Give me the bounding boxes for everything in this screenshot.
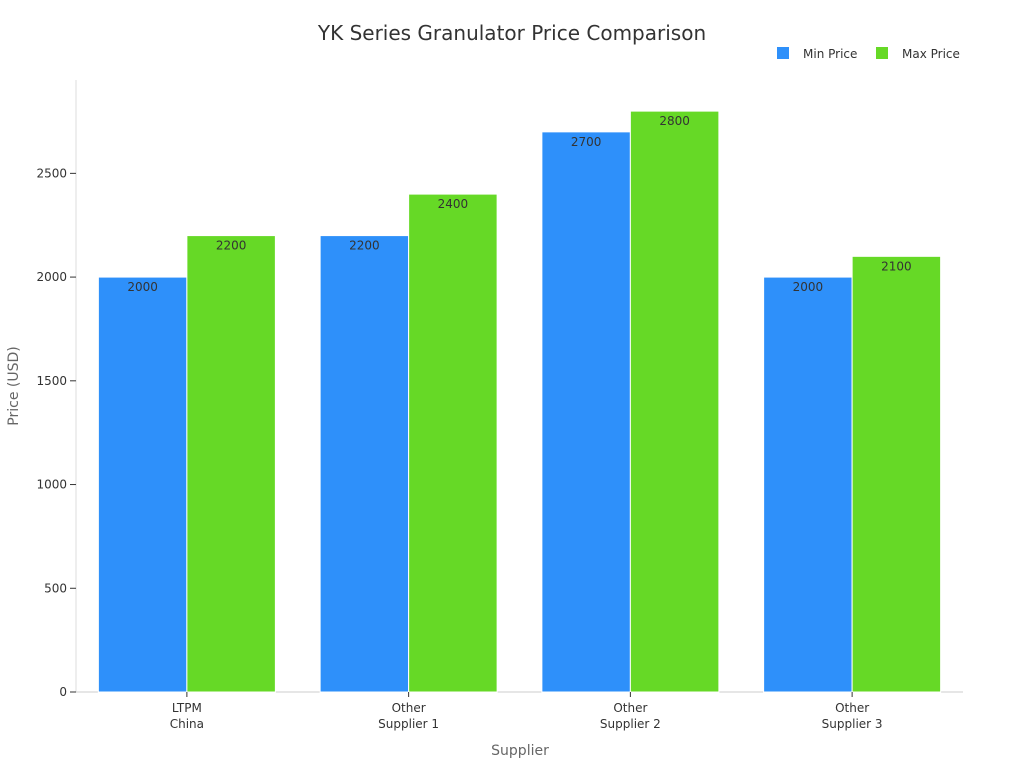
y-tick-label: 2500 [36,166,67,180]
y-ticks: 0 500 1000 1500 2000 2500 [36,166,76,699]
data-label: 2800 [659,114,690,128]
chart-title: YK Series Granulator Price Comparison [317,21,706,45]
data-label: 2000 [127,280,158,294]
legend-label: Max Price [902,47,960,61]
bar-max-price [408,193,498,693]
legend-swatch-max-price [876,47,888,59]
x-tick-label: China [170,717,204,731]
x-tick-label: Supplier 3 [822,717,883,731]
bar-min-price [97,276,188,693]
data-label: 2200 [349,239,380,253]
bars [97,110,942,693]
y-axis-title: Price (USD) [6,346,22,425]
data-label: 2000 [793,280,824,294]
y-tick-label: 1000 [36,478,67,492]
y-tick-label: 1500 [36,374,67,388]
x-tick-label: Supplier 1 [378,717,439,731]
legend: Min Price Max Price [777,47,960,61]
x-tick-label: Other [835,701,869,715]
x-axis-title: Supplier [491,743,549,759]
bar-min-price [541,131,631,693]
x-tick-label: LTPM [172,701,202,715]
bar-min-price [319,235,410,693]
y-tick-label: 0 [59,685,67,699]
data-label: 2200 [216,239,247,253]
data-labels: 2000 2200 2700 2000 2200 2400 2800 2100 [127,114,911,294]
legend-swatch-min-price [777,47,789,59]
bar-max-price [629,110,720,693]
x-tick-label: Other [613,701,647,715]
legend-label: Min Price [803,47,857,61]
bar-min-price [763,276,853,693]
x-ticks: LTPM China Other Supplier 1 Other Supplier 2 O… [170,692,883,731]
data-label: 2700 [571,135,602,149]
x-tick-label: Other [392,701,426,715]
bar-max-price [851,255,942,693]
y-tick-label: 2000 [36,270,67,284]
bar-max-price [186,235,276,693]
data-label: 2400 [438,197,469,211]
y-tick-label: 500 [44,581,67,595]
x-tick-label: Supplier 2 [600,717,661,731]
data-label: 2100 [881,259,912,273]
